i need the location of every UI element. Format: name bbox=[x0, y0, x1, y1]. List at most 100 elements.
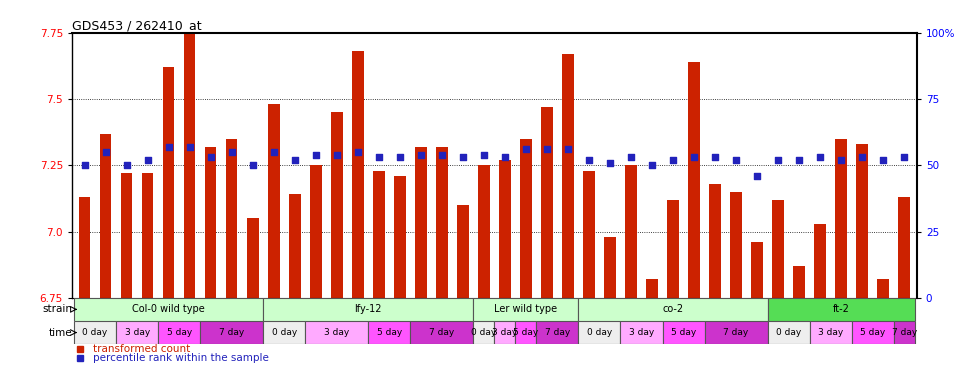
Point bbox=[686, 154, 702, 160]
Text: 0 day: 0 day bbox=[272, 328, 297, 337]
Bar bbox=[394, 176, 406, 298]
Text: 7 day: 7 day bbox=[429, 328, 454, 337]
Bar bbox=[369, 321, 410, 344]
Bar bbox=[436, 147, 447, 298]
Bar bbox=[667, 200, 679, 298]
Bar bbox=[620, 321, 662, 344]
Point bbox=[224, 149, 239, 155]
Text: 0 day: 0 day bbox=[587, 328, 612, 337]
Text: 5 day: 5 day bbox=[376, 328, 402, 337]
Bar bbox=[263, 321, 305, 344]
Text: co-2: co-2 bbox=[662, 305, 684, 314]
Bar bbox=[877, 279, 889, 298]
Bar bbox=[331, 112, 343, 298]
Bar bbox=[688, 62, 700, 298]
Point bbox=[372, 154, 387, 160]
Bar bbox=[310, 165, 322, 298]
Bar bbox=[247, 219, 258, 298]
Bar bbox=[494, 321, 516, 344]
Text: 5 day: 5 day bbox=[514, 328, 539, 337]
Bar bbox=[121, 173, 132, 298]
Point bbox=[771, 157, 786, 163]
Point bbox=[833, 157, 849, 163]
Bar bbox=[352, 52, 364, 298]
Point bbox=[812, 154, 828, 160]
Bar bbox=[478, 165, 490, 298]
Bar bbox=[415, 147, 426, 298]
Bar bbox=[705, 321, 768, 344]
Text: 5 day: 5 day bbox=[166, 328, 192, 337]
Point bbox=[791, 157, 806, 163]
Bar bbox=[752, 242, 763, 298]
Point bbox=[203, 154, 218, 160]
Point bbox=[98, 149, 113, 155]
Point bbox=[897, 154, 912, 160]
Point bbox=[476, 152, 492, 158]
Bar bbox=[709, 184, 721, 298]
Bar bbox=[583, 171, 595, 298]
Text: 5 day: 5 day bbox=[671, 328, 696, 337]
Point bbox=[729, 157, 744, 163]
Bar bbox=[662, 321, 705, 344]
Text: 7 day: 7 day bbox=[545, 328, 570, 337]
Text: Ler wild type: Ler wild type bbox=[494, 305, 558, 314]
Bar bbox=[768, 298, 915, 321]
Point bbox=[413, 152, 428, 158]
Text: 0 day: 0 day bbox=[471, 328, 496, 337]
Bar bbox=[373, 171, 385, 298]
Text: lfy-12: lfy-12 bbox=[354, 305, 382, 314]
Bar bbox=[579, 298, 768, 321]
Text: percentile rank within the sample: percentile rank within the sample bbox=[93, 353, 269, 363]
Bar bbox=[814, 224, 826, 298]
Bar bbox=[204, 147, 216, 298]
Bar bbox=[793, 266, 804, 298]
Point bbox=[665, 157, 681, 163]
Point bbox=[644, 163, 660, 168]
Bar bbox=[625, 165, 636, 298]
Point bbox=[119, 163, 134, 168]
Text: 0 day: 0 day bbox=[776, 328, 802, 337]
Bar bbox=[201, 321, 263, 344]
Bar bbox=[410, 321, 473, 344]
Point bbox=[497, 154, 513, 160]
Point bbox=[182, 144, 198, 150]
Point bbox=[623, 154, 638, 160]
Point bbox=[329, 152, 345, 158]
Bar bbox=[899, 197, 910, 298]
Text: 3 day: 3 day bbox=[629, 328, 654, 337]
Point bbox=[582, 157, 597, 163]
Bar bbox=[604, 237, 615, 298]
Bar bbox=[263, 298, 473, 321]
Bar bbox=[305, 321, 369, 344]
Bar bbox=[74, 321, 116, 344]
Text: GDS453 / 262410_at: GDS453 / 262410_at bbox=[72, 19, 202, 32]
Bar bbox=[289, 194, 300, 298]
Text: 3 day: 3 day bbox=[492, 328, 517, 337]
Bar bbox=[163, 67, 175, 298]
Point bbox=[392, 154, 407, 160]
Point bbox=[287, 157, 302, 163]
Point bbox=[708, 154, 723, 160]
Text: 7 day: 7 day bbox=[219, 328, 245, 337]
Point bbox=[350, 149, 366, 155]
Bar bbox=[499, 160, 511, 298]
Point bbox=[854, 154, 870, 160]
Text: 7 day: 7 day bbox=[892, 328, 917, 337]
Text: 7 day: 7 day bbox=[724, 328, 749, 337]
Bar bbox=[768, 321, 809, 344]
Bar bbox=[74, 298, 263, 321]
Bar bbox=[473, 321, 494, 344]
Bar bbox=[541, 107, 553, 298]
Text: ft-2: ft-2 bbox=[832, 305, 850, 314]
Bar bbox=[563, 54, 574, 298]
Point bbox=[77, 163, 92, 168]
Text: 0 day: 0 day bbox=[83, 328, 108, 337]
Text: 5 day: 5 day bbox=[860, 328, 885, 337]
Bar bbox=[809, 321, 852, 344]
Point bbox=[308, 152, 324, 158]
Bar bbox=[852, 321, 894, 344]
Bar bbox=[158, 321, 201, 344]
Bar bbox=[731, 192, 742, 298]
Bar bbox=[520, 139, 532, 298]
Bar bbox=[100, 134, 111, 298]
